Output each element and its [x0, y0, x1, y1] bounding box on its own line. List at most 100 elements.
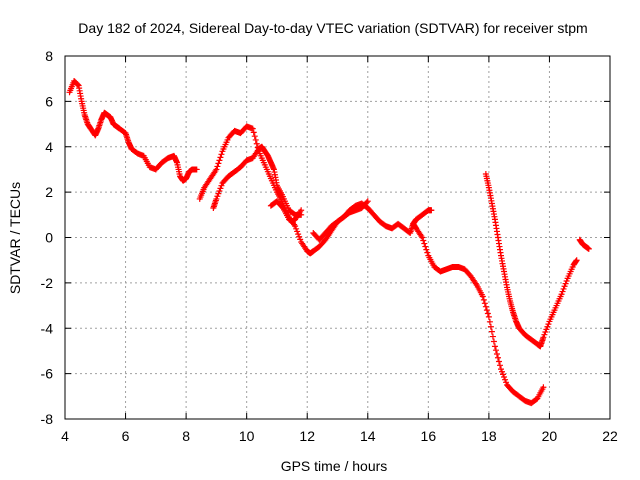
- data-point: [423, 246, 430, 253]
- data-point: [480, 296, 487, 303]
- data-point: [495, 358, 502, 365]
- y-tick-label: 0: [45, 230, 53, 246]
- data-point: [252, 136, 259, 143]
- data-point: [217, 154, 224, 161]
- x-tick-labels: 4 6 8 10 12 14 16 18 20 22: [61, 428, 618, 444]
- data-points: [66, 77, 592, 407]
- data-point: [496, 362, 503, 369]
- data-point: [494, 354, 501, 361]
- series-points: [410, 207, 435, 227]
- chart-title: Day 182 of 2024, Sidereal Day-to-day VTE…: [78, 20, 587, 36]
- data-point: [545, 321, 552, 328]
- data-point: [498, 366, 504, 373]
- series-points: [196, 123, 547, 407]
- data-point: [74, 81, 81, 88]
- y-tick-label: -8: [41, 411, 54, 427]
- data-point: [296, 233, 303, 240]
- data-point: [499, 368, 506, 375]
- x-tick-label: 20: [542, 428, 558, 444]
- x-axis-label: GPS time / hours: [281, 458, 388, 474]
- series-points: [310, 198, 371, 243]
- data-point: [249, 125, 256, 132]
- series-points: [210, 143, 305, 218]
- grid-lines: [65, 56, 610, 419]
- series-points: [267, 198, 305, 225]
- y-tick-label: 4: [45, 139, 53, 155]
- y-tick-label: 2: [45, 184, 53, 200]
- data-point: [541, 331, 548, 338]
- x-tick-label: 14: [360, 428, 376, 444]
- data-point: [215, 160, 222, 167]
- x-tick-label: 4: [61, 428, 69, 444]
- data-point: [218, 151, 225, 158]
- data-point: [502, 376, 509, 383]
- x-tick-label: 12: [299, 428, 315, 444]
- data-point: [216, 157, 223, 164]
- data-point: [215, 190, 222, 197]
- data-point: [293, 225, 300, 232]
- y-tick-label: 8: [45, 48, 53, 64]
- x-tick-label: 18: [481, 428, 497, 444]
- data-point: [193, 166, 200, 173]
- data-point: [251, 133, 258, 140]
- data-point: [490, 338, 497, 345]
- data-point: [278, 203, 285, 210]
- data-point: [503, 379, 510, 386]
- data-point: [559, 288, 566, 295]
- x-tick-label: 22: [602, 428, 618, 444]
- data-point: [540, 334, 547, 341]
- data-point: [422, 243, 429, 250]
- data-point: [488, 328, 495, 335]
- data-point: [421, 240, 428, 247]
- y-tick-label: -6: [41, 366, 54, 382]
- data-point: [218, 182, 225, 189]
- data-point: [424, 249, 431, 256]
- data-point: [363, 199, 370, 206]
- data-point: [250, 129, 257, 136]
- data-point: [483, 307, 490, 314]
- y-tick-label: 6: [45, 93, 53, 109]
- data-point: [486, 318, 493, 325]
- data-point: [298, 207, 305, 214]
- y-tick-labels: -8 -6 -4 -2 0 2 4 6 8: [41, 48, 54, 427]
- data-point: [561, 283, 568, 290]
- data-point: [295, 231, 302, 238]
- data-point: [560, 285, 567, 292]
- data-point: [484, 310, 491, 317]
- data-point: [485, 313, 492, 320]
- data-point: [542, 329, 549, 336]
- data-point: [428, 207, 435, 214]
- data-point: [213, 195, 220, 202]
- x-tick-label: 6: [122, 428, 130, 444]
- series-points: [66, 77, 200, 184]
- data-point: [292, 223, 299, 230]
- data-point: [217, 185, 224, 192]
- data-point: [214, 163, 221, 170]
- data-point: [493, 350, 500, 357]
- data-point: [585, 245, 592, 252]
- data-point: [213, 166, 220, 173]
- data-point: [491, 343, 498, 350]
- data-point: [562, 280, 569, 287]
- data-point: [420, 237, 427, 244]
- data-point: [501, 374, 508, 381]
- y-tick-label: -2: [41, 275, 54, 291]
- data-point: [500, 371, 507, 378]
- y-axis-label: SDTVAR / TECUs: [7, 182, 23, 294]
- series-points: [576, 236, 592, 252]
- x-tick-label: 8: [182, 428, 190, 444]
- data-point: [482, 303, 489, 310]
- y-tick-label: -4: [41, 320, 54, 336]
- data-point: [479, 293, 486, 300]
- data-point: [489, 333, 496, 340]
- data-point: [563, 277, 570, 284]
- data-point: [214, 193, 221, 200]
- series-points: [482, 170, 580, 350]
- data-point: [544, 323, 551, 330]
- data-point: [253, 140, 260, 147]
- data-point: [481, 300, 488, 307]
- data-point: [543, 326, 550, 333]
- data-point: [487, 323, 494, 330]
- data-point: [492, 347, 499, 354]
